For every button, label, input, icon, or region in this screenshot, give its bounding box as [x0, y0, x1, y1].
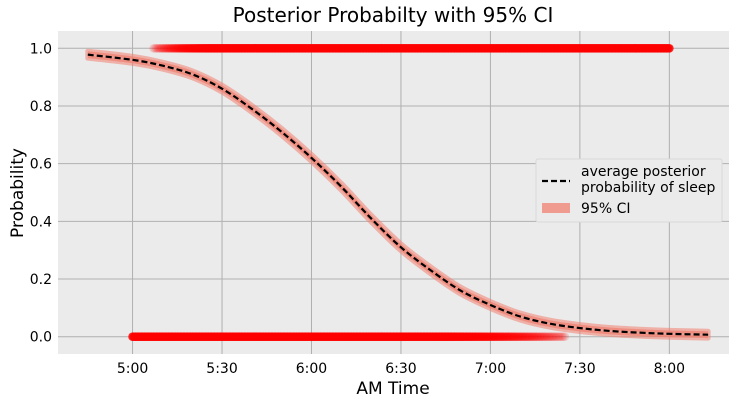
y-tick-label: 0.8: [30, 99, 52, 115]
x-axis-label: AM Time: [356, 379, 429, 399]
y-tick-label: 0.2: [30, 272, 52, 288]
scatter-point: [523, 332, 532, 341]
scatter-point: [155, 44, 164, 53]
scatter-point: [524, 332, 534, 341]
scatter-point: [518, 332, 528, 341]
scatter-point: [162, 44, 172, 53]
scatter-point: [553, 332, 562, 341]
scatter-point: [514, 332, 524, 341]
legend-band-swatch: [542, 203, 570, 213]
scatter-point: [535, 332, 544, 341]
scatter-point: [164, 44, 173, 53]
posterior-line: [87, 53, 709, 336]
scatter-point: [560, 332, 570, 341]
y-tick-label: 0.4: [30, 214, 52, 230]
scatter-point: [520, 332, 530, 341]
scatter-point: [526, 332, 535, 341]
scatter-point: [171, 44, 181, 53]
scatter-point: [536, 332, 546, 341]
scatter-point: [159, 44, 169, 53]
scatter-point: [170, 44, 179, 53]
scatter-point: [517, 332, 527, 341]
x-tick-label: 6:00: [296, 361, 327, 377]
x-tick-label: 7:00: [475, 361, 506, 377]
scatter-point: [504, 332, 513, 341]
scatter-points: [128, 44, 674, 341]
scatter-point: [554, 332, 564, 341]
scatter-point: [509, 332, 519, 341]
x-tick-label: 5:00: [117, 361, 148, 377]
y-tick-label: 1.0: [30, 41, 52, 57]
x-tick-label: 6:30: [385, 361, 416, 377]
legend-box: [535, 158, 723, 223]
scatter-point: [156, 44, 166, 53]
legend-label-ci: 95% CI: [581, 201, 630, 217]
scatter-point: [511, 332, 521, 341]
y-axis-label: Probability: [8, 148, 28, 238]
legend: average posterior probability of sleep 95%…: [535, 158, 723, 223]
scatter-point: [527, 332, 537, 341]
y-tick-label: 0.6: [30, 157, 52, 173]
scatter-point: [557, 332, 567, 341]
legend-label-line: average posterior: [581, 164, 706, 180]
scatter-point: [153, 44, 163, 53]
ci-band-area: [85, 48, 711, 341]
scatter-point: [506, 332, 516, 341]
scatter-point: [532, 332, 541, 341]
scatter-point: [665, 44, 674, 53]
y-tick-label: 0.0: [30, 330, 52, 346]
ci-band: [85, 48, 711, 341]
scatter-point: [515, 332, 525, 341]
posterior-mean-line: [87, 53, 709, 336]
scatter-point: [541, 332, 550, 341]
scatter-point: [556, 332, 565, 341]
legend-label-posterior: average posterior probability of sleep: [581, 164, 716, 196]
scatter-point: [501, 332, 510, 341]
scatter-point: [512, 332, 522, 341]
scatter-point: [508, 332, 518, 341]
scatter-point: [559, 332, 568, 341]
scatter-point: [498, 332, 507, 341]
scatter-point: [150, 44, 160, 53]
scatter-point: [499, 332, 509, 341]
scatter-point: [158, 44, 167, 53]
scatter-point: [548, 332, 558, 341]
scatter-point: [538, 332, 547, 341]
scatter-point: [533, 332, 543, 341]
scatter-point: [152, 44, 161, 53]
scatter-point: [545, 332, 555, 341]
scatter-point: [165, 44, 175, 53]
scatter-point: [149, 44, 158, 53]
scatter-point: [539, 332, 549, 341]
scatter-point: [529, 332, 538, 341]
scatter-point: [551, 332, 561, 341]
scatter-point: [521, 332, 531, 341]
chart-title: Posterior Probabilty with 95% CI: [233, 3, 554, 27]
scatter-point: [505, 332, 515, 341]
scatter-point: [502, 332, 512, 341]
x-tick-label: 8:00: [654, 361, 685, 377]
legend-label-line: probability of sleep: [581, 180, 716, 196]
scatter-point: [550, 332, 559, 341]
x-tick-label: 7:30: [564, 361, 595, 377]
x-tick-label: 5:30: [206, 361, 237, 377]
tick-labels: 5:00 5:30 6:00 6:30 7:00 7:30 8:00 0.0 0.2 0.4 0.6…: [30, 41, 685, 377]
scatter-point: [542, 332, 552, 341]
scatter-point: [544, 332, 553, 341]
scatter-point: [530, 332, 540, 341]
scatter-point: [167, 44, 176, 53]
scatter-point: [168, 44, 178, 53]
scatter-point: [547, 332, 556, 341]
scatter-point: [161, 44, 170, 53]
